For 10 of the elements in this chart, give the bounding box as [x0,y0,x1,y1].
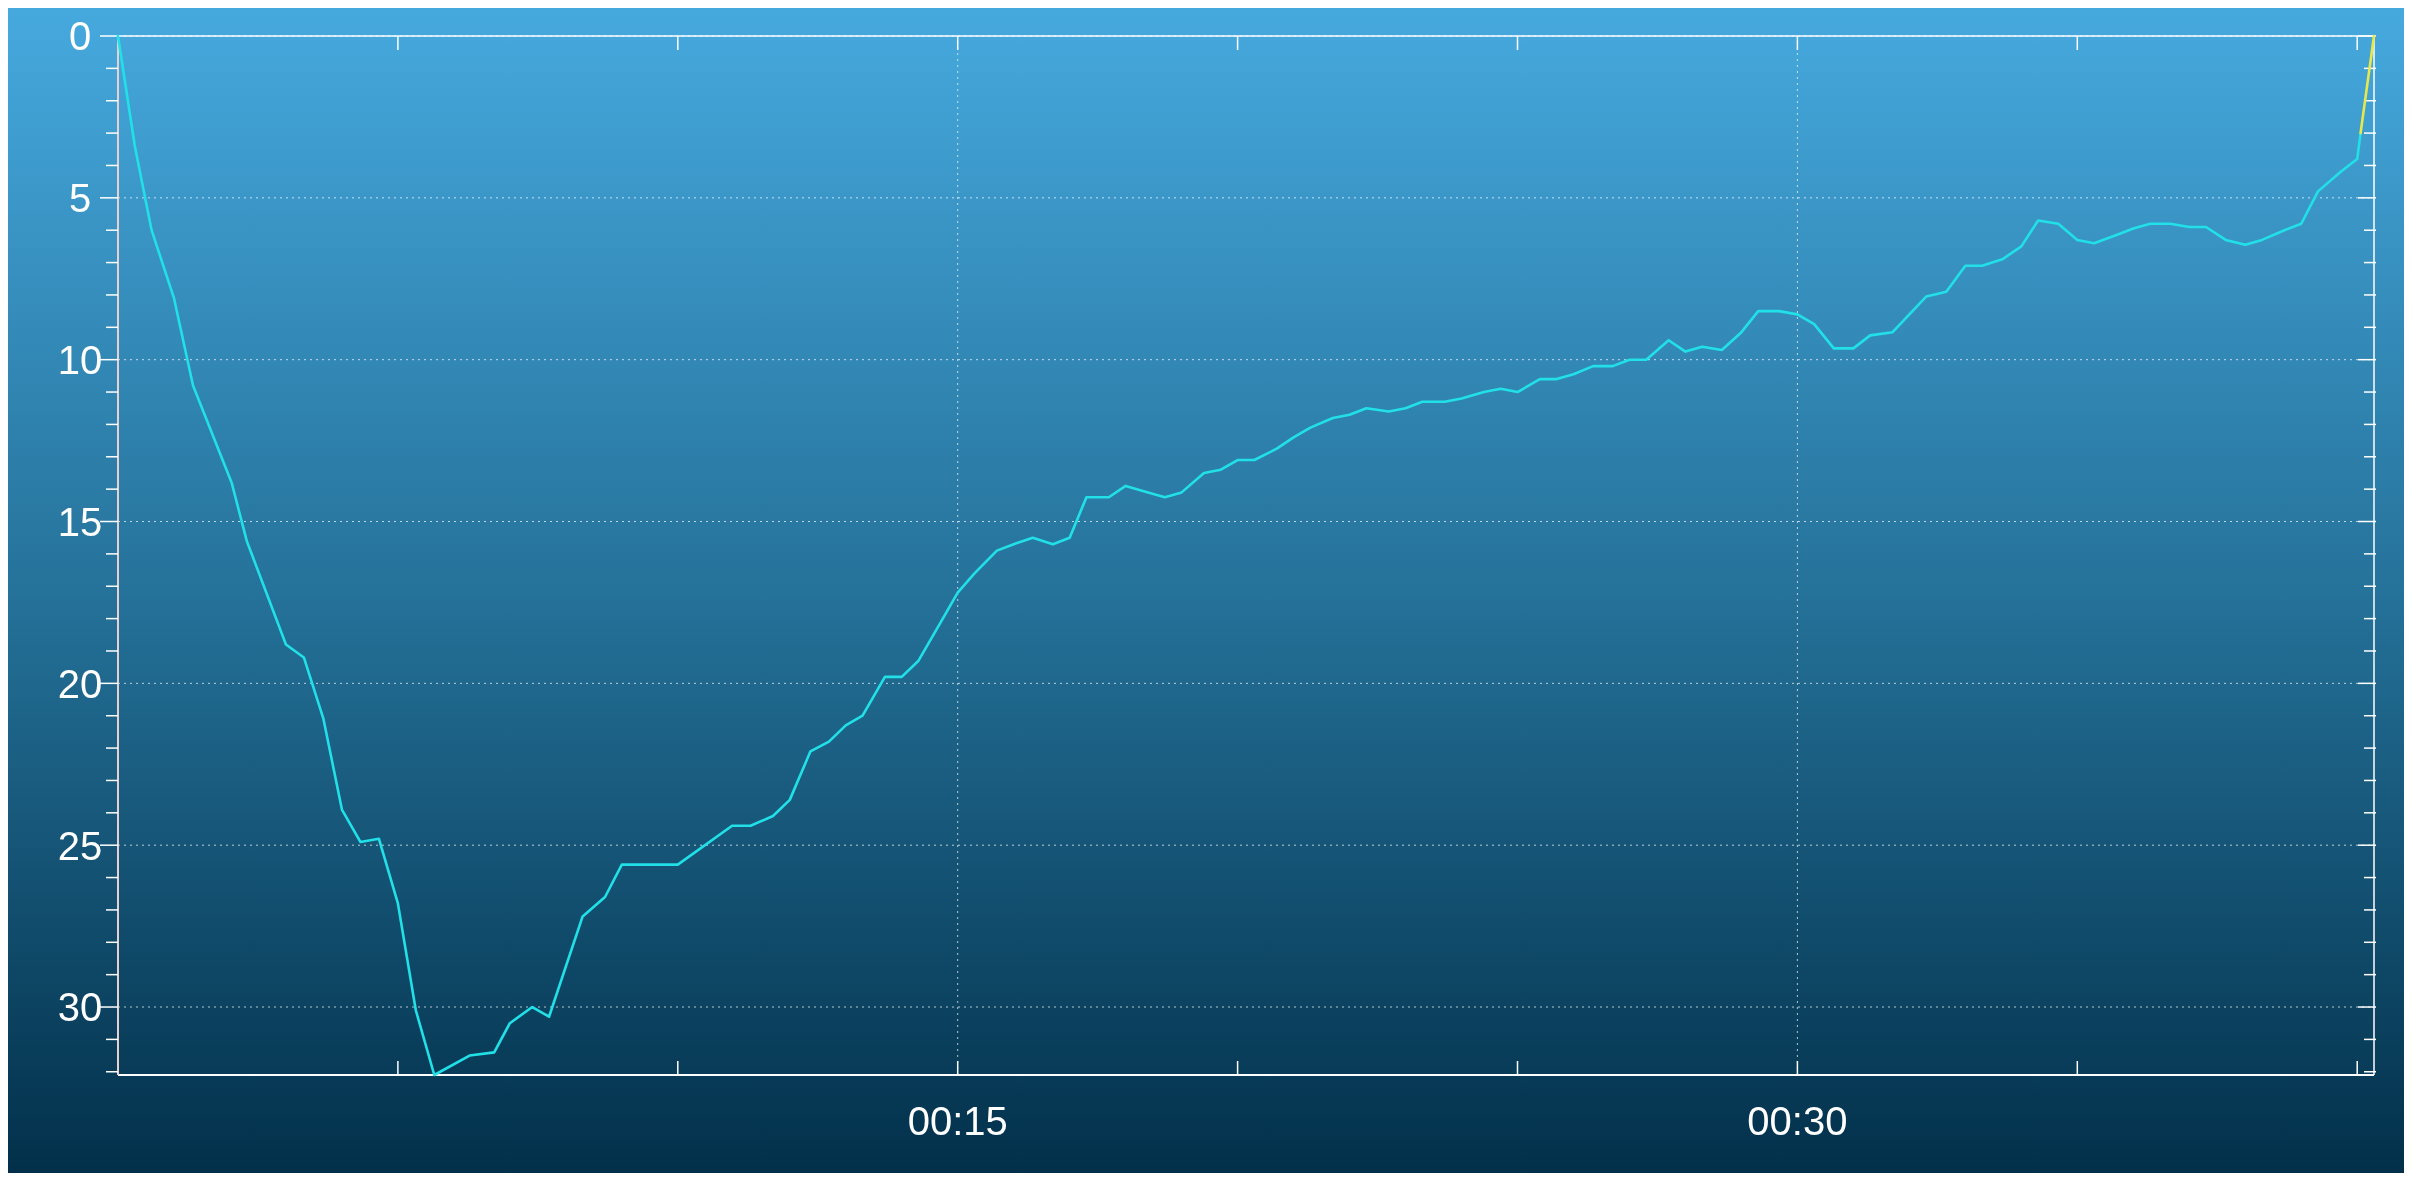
y-tick-label: 30 [57,985,103,1030]
x-tick-label: 00:15 [907,1099,1008,1143]
y-tick-label: 15 [57,499,103,544]
x-tick-label: 00:30 [1747,1099,1848,1143]
y-tick-label: 5 [68,176,92,221]
y-tick-label: 10 [57,338,103,383]
line-series [116,34,2362,1077]
y-tick-label: 20 [57,661,103,706]
y-tick-label: 25 [57,823,103,868]
y-tick-label: 0 [68,14,92,59]
